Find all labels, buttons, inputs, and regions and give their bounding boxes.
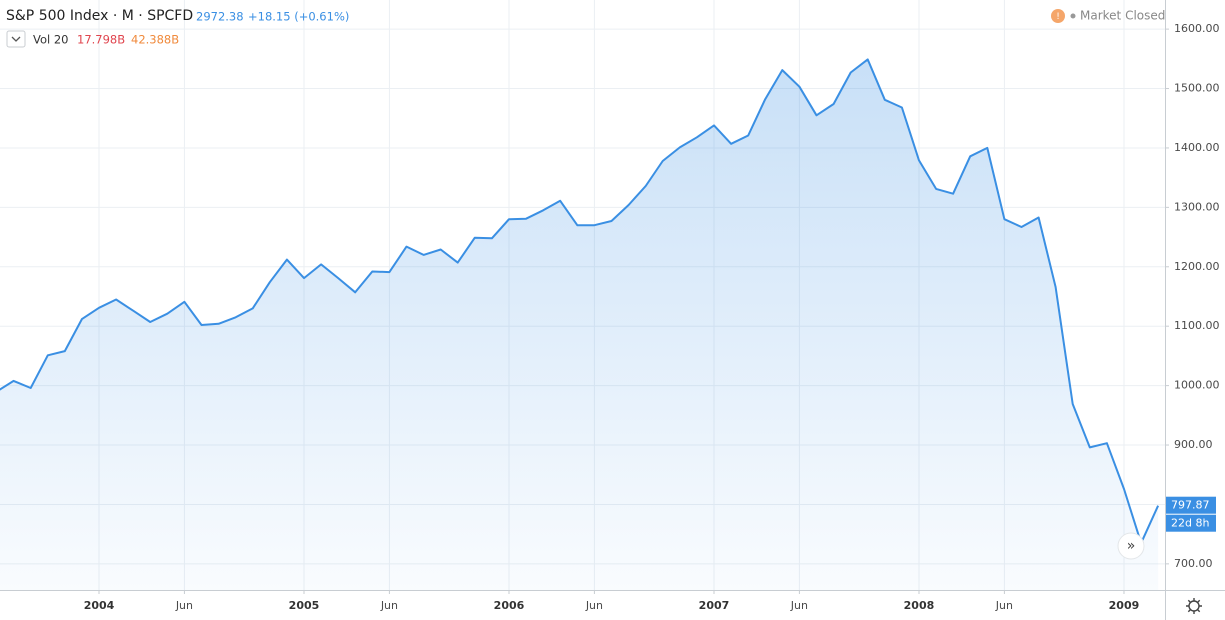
price: 2972.38 [196,10,244,24]
chevron-icon [11,36,21,42]
chart-title: S&P 500 Index · M · SPCFD [6,8,193,24]
y-tick-label: 1000.00 [1174,379,1220,392]
y-tick-label: 1600.00 [1174,22,1220,35]
x-tick-label: 2008 [904,599,935,612]
y-tick-label: 1300.00 [1174,200,1220,213]
plot [0,58,1160,590]
volume-average: 42.388B [131,33,179,47]
volume-value: 17.798B [77,33,125,47]
x-tick-label: 2009 [1109,599,1140,612]
scroll-icon: » [1127,538,1136,554]
status-dot [1070,13,1076,19]
x-tick-label: Jun [585,599,603,612]
countdown-label: 22d 8h [1171,517,1209,530]
collapse-button[interactable] [6,30,26,48]
x-tick-label: 2004 [84,599,115,612]
status-icon [1051,9,1065,23]
y-tick-label: 1200.00 [1174,260,1220,273]
settings-icon[interactable] [1186,598,1202,614]
axes: 700.00800.00900.001000.001100.001200.001… [84,22,1220,612]
y-tick-label: 1100.00 [1174,319,1220,332]
status-icon-glyph: ! [1056,12,1060,22]
market-status: Market Closed [1080,9,1165,23]
change: +18.15 (+0.61%) [248,10,349,24]
x-tick-label: Jun [380,599,398,612]
y-tick-label: 700.00 [1174,557,1213,570]
y-tick-label: 1400.00 [1174,141,1220,154]
x-tick-label: Jun [790,599,808,612]
x-tick-label: Jun [995,599,1013,612]
x-tick-label: 2005 [289,599,320,612]
y-tick-label: 900.00 [1174,438,1213,451]
countdown-box [1166,514,1216,532]
x-tick-label: 2007 [699,599,730,612]
last-price-box [1166,496,1216,514]
price-line [0,58,1160,545]
volume-label: Vol 20 [33,33,69,47]
area-fill [0,59,1159,590]
scroll-button[interactable] [1117,532,1145,560]
x-tick-label: 2006 [494,599,525,612]
last-price-label: 797.87 [1171,499,1210,512]
x-tick-label: Jun [175,599,193,612]
y-tick-label: 1500.00 [1174,82,1220,95]
